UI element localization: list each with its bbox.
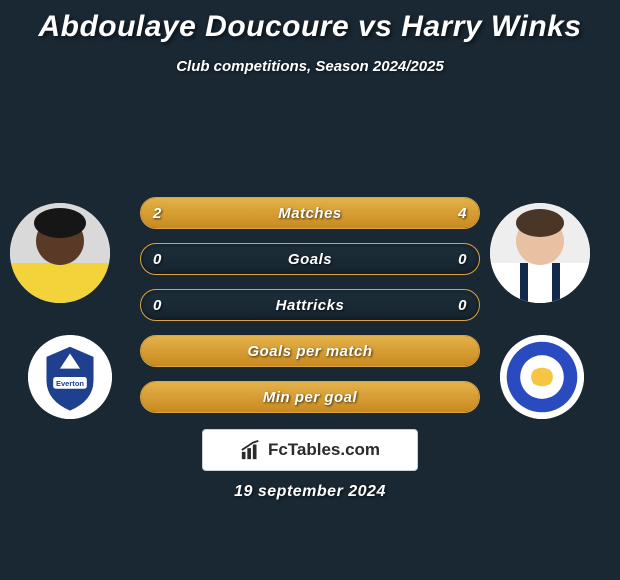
club-left-image: Everton (28, 335, 112, 419)
stat-value-right: 0 (458, 244, 467, 274)
club-left-badge: Everton (28, 335, 112, 419)
branding-badge: FcTables.com (202, 429, 418, 471)
stat-value-left: 0 (153, 290, 162, 320)
stat-row: Hattricks0 0 (140, 289, 480, 321)
club-left-name: Everton (56, 379, 84, 388)
branding-text: FcTables.com (268, 440, 380, 460)
stat-row: Min per goal (140, 381, 480, 413)
subtitle: Club competitions, Season 2024/2025 (0, 58, 620, 75)
stat-row: Matches2 4 (140, 197, 480, 229)
club-right-badge (500, 335, 584, 419)
player-left-image (10, 203, 110, 303)
club-right-image (500, 335, 584, 419)
player-right-avatar (490, 203, 590, 303)
stat-label: Hattricks (141, 290, 479, 320)
stat-row: Goals per match (140, 335, 480, 367)
page-title: Abdoulaye Doucoure vs Harry Winks (0, 0, 620, 44)
player-right-image (490, 203, 590, 303)
stat-label: Min per goal (141, 382, 479, 412)
comparison-stage: Everton Matches24Goals00Hattricks00Goals… (0, 75, 620, 575)
player-left-avatar (10, 203, 110, 303)
chart-icon (240, 439, 262, 461)
generated-date: 19 september 2024 (0, 483, 620, 501)
stat-value-right: 4 (458, 198, 467, 228)
stat-label: Matches (141, 198, 479, 228)
stat-value-left: 2 (153, 198, 162, 228)
stat-value-left: 0 (153, 244, 162, 274)
stat-label: Goals per match (141, 336, 479, 366)
stat-rows: Matches24Goals00Hattricks00Goals per mat… (140, 197, 480, 427)
stat-value-right: 0 (458, 290, 467, 320)
stat-label: Goals (141, 244, 479, 274)
stat-row: Goals0 0 (140, 243, 480, 275)
